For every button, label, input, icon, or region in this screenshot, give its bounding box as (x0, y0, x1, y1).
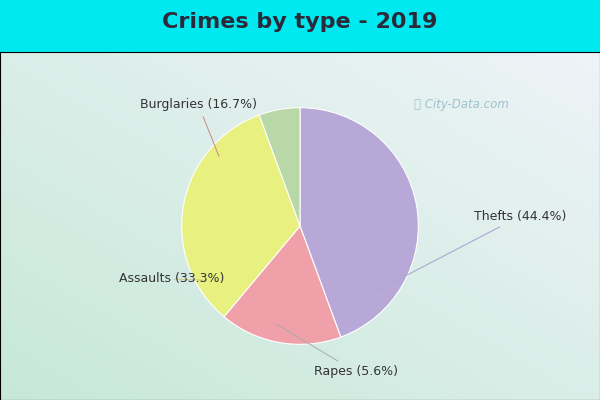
Wedge shape (259, 108, 300, 226)
Wedge shape (182, 115, 300, 317)
Text: Assaults (33.3%): Assaults (33.3%) (119, 272, 224, 285)
Text: Burglaries (16.7%): Burglaries (16.7%) (140, 98, 257, 156)
Text: Rapes (5.6%): Rapes (5.6%) (277, 324, 398, 378)
Text: ⓘ City-Data.com: ⓘ City-Data.com (414, 98, 509, 111)
Wedge shape (300, 108, 418, 337)
Text: Thefts (44.4%): Thefts (44.4%) (371, 210, 566, 294)
Text: Crimes by type - 2019: Crimes by type - 2019 (163, 12, 437, 32)
Wedge shape (224, 226, 341, 344)
